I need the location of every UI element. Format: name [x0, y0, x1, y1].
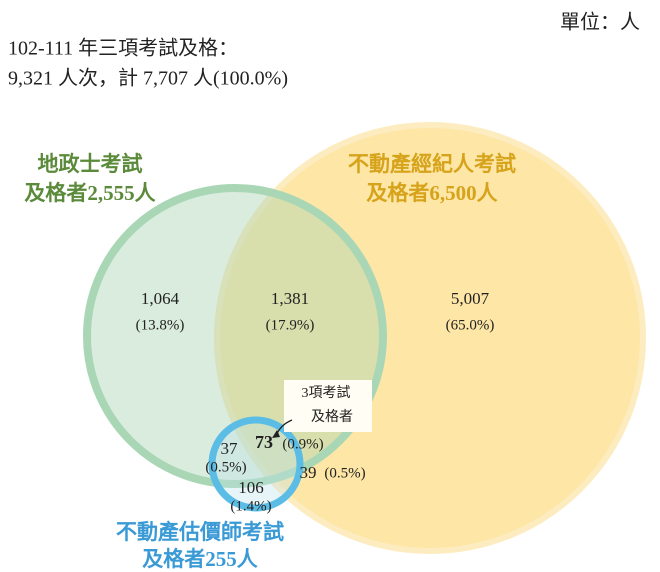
region-pct: (0.9%): [282, 436, 323, 452]
set-label: 地政士考試: [38, 152, 143, 176]
region-pct: (0.5%): [205, 459, 246, 475]
region-count: 5,007: [451, 289, 490, 308]
region-pct: (0.5%): [324, 465, 365, 481]
callout-arrowhead: [272, 430, 280, 438]
region-pct: (65.0%): [446, 317, 495, 333]
region-count: 1,064: [141, 289, 180, 308]
set-label: 不動產經紀人考試: [348, 152, 516, 176]
set-label: 不動產估價師考試: [116, 520, 284, 544]
region-count: 1,381: [271, 289, 309, 308]
region-pct: (17.9%): [266, 317, 315, 333]
region-count: 39: [300, 463, 317, 482]
callout-text: 3項考試: [302, 385, 351, 401]
broker-circle: [214, 122, 646, 554]
region-count: 37: [221, 439, 239, 458]
set-label: 及格者255人: [142, 547, 258, 571]
summary-line: 102-111 年三項考試及格：: [8, 37, 238, 60]
region-pct: (13.8%): [136, 317, 185, 333]
region-count: 73: [255, 432, 273, 452]
set-label: 及格者6,500人: [366, 181, 497, 205]
callout-text: 及格者: [311, 409, 353, 425]
region-pct: (1.4%): [230, 498, 271, 514]
set-label: 及格者2,555人: [24, 181, 155, 205]
region-count: 106: [238, 478, 264, 497]
summary-line: 9,321 人次，計 7,707 人(100.0%): [8, 67, 288, 90]
appraiser-circle: [208, 416, 304, 512]
unit: 單位：人: [560, 11, 640, 34]
callout-box: [284, 380, 372, 432]
